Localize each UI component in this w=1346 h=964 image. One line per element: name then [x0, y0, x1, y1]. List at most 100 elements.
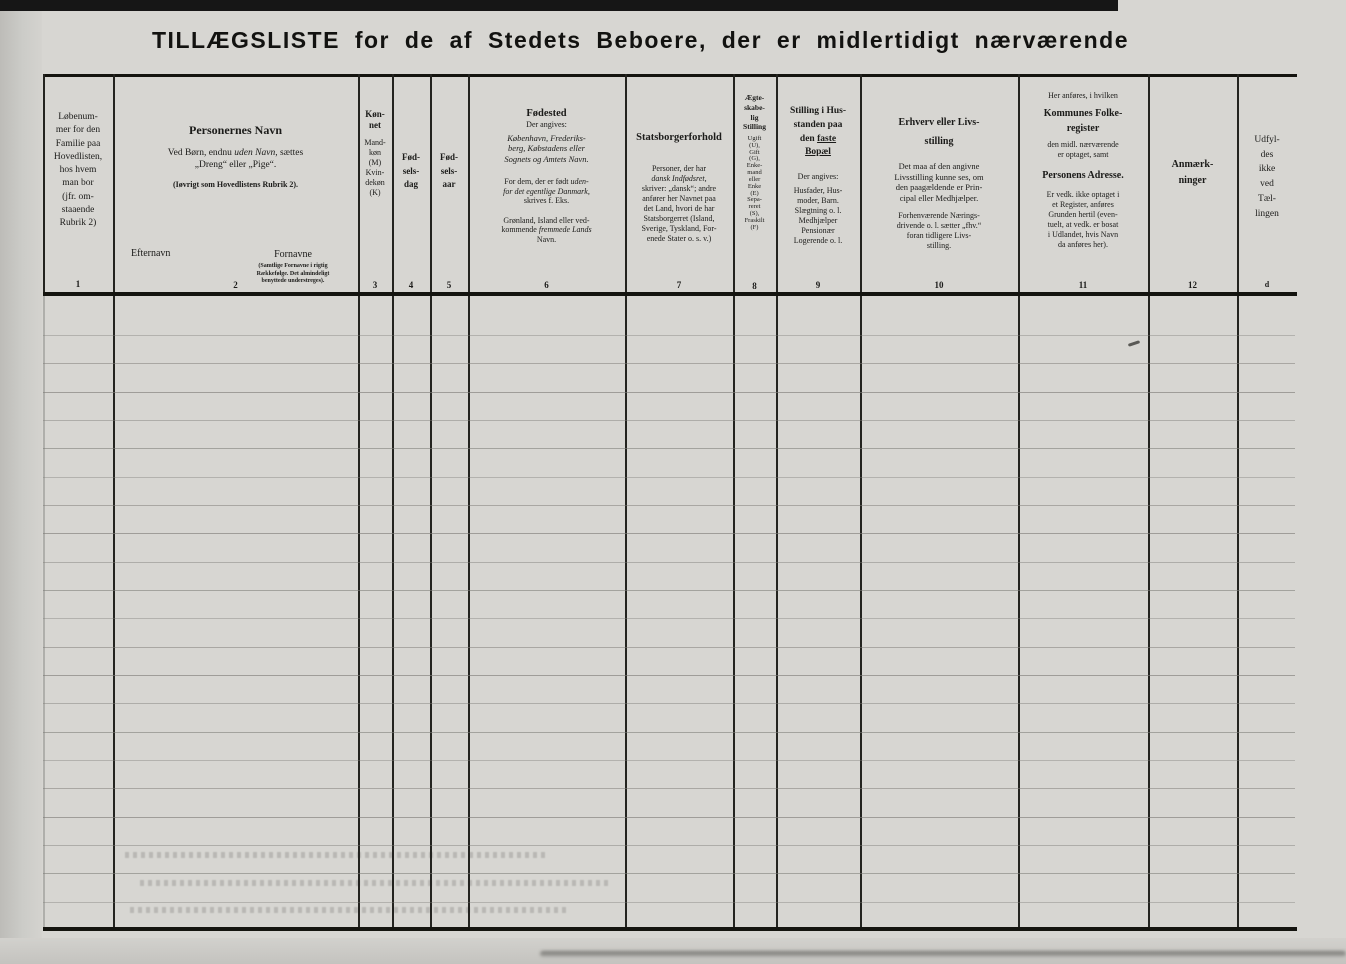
- page-left-edge-shadow: [0, 0, 42, 964]
- text-run-italic: dansk Indfødsret,: [651, 174, 707, 184]
- column-subtext: Der angives:: [797, 172, 839, 182]
- scan-top-black-band: [0, 0, 1118, 11]
- column-subtext: Ved Børn, endnu uden Navn, sættes: [115, 148, 356, 160]
- column-number: 10: [934, 279, 944, 290]
- text-run: Navn.: [536, 234, 557, 244]
- column-title: Kommunes Folke- register: [1043, 108, 1123, 134]
- column-header-erhverv-livsstilling: Erhverv eller Livs- stilling Det maa af …: [862, 75, 1016, 296]
- bleedthrough-artifact: [140, 880, 610, 886]
- table-row-line: [43, 335, 1295, 336]
- form-title: TILLÆGSLISTE for de af Stedets Beboere, …: [152, 27, 1129, 53]
- column-number: 3: [372, 279, 378, 290]
- column-title: Personernes Navn: [189, 123, 282, 137]
- column-paragraph: Forhenværende Nærings- drivende o. l. sæ…: [896, 210, 982, 250]
- column-divider: [1148, 74, 1150, 929]
- table-row-line: [43, 646, 1295, 648]
- text-run: skriver: „dansk“; andre anfører her Navn…: [641, 184, 717, 244]
- column-divider: [468, 74, 470, 929]
- bleedthrough-artifact: [130, 907, 570, 913]
- text-run-italic: fremmede Lands: [538, 225, 592, 235]
- column-title: Personens Adresse.: [1042, 170, 1124, 181]
- column-header-foedested: Fødested Der angives: København, Frederi…: [470, 75, 623, 296]
- text-run: Personer, der har: [651, 164, 707, 174]
- column-title-line: Bopæl: [778, 146, 858, 160]
- column-paragraph: Husfader, Hus- moder, Barn. Slægtning o.…: [793, 186, 843, 246]
- column-text: Udfyl- des ikke ved Tæl- lingen: [1254, 135, 1280, 219]
- column-subtext: „Dreng“ eller „Pige“.: [194, 159, 277, 170]
- table-row-line: [43, 731, 1295, 733]
- column-divider: [113, 74, 115, 929]
- column-title: Anmærk- ninger: [1171, 159, 1214, 186]
- column-header-udfyldes-ikke: Udfyl- des ikke ved Tæl- lingen d: [1239, 75, 1295, 296]
- table-left-border-header: [43, 74, 45, 296]
- fornavne-label-block: Fornavne (Samtlige Fornavne i rigtig Ræk…: [233, 243, 353, 286]
- column-header-kommunes-folkeregister: Her anføres, i hvilken Kommunes Folke- r…: [1020, 75, 1146, 296]
- column-divider: [392, 74, 394, 929]
- column-paragraph: Er vedk. ikke optaget i et Register, anf…: [1046, 189, 1120, 249]
- fornavne-note: (Samtlige Fornavne i rigtig Rækkefølge. …: [256, 263, 330, 284]
- text-run-italic: uden Navn: [234, 148, 276, 158]
- column-header-aegteskabelig-stilling: Ægte- skabe- lig Stilling Ugift (U), Gif…: [735, 75, 774, 296]
- column-title: Fød- sels- dag: [402, 152, 420, 189]
- text-run: Ved Børn, endnu: [167, 148, 235, 158]
- column-number: 6: [544, 279, 549, 290]
- column-divider: [1237, 74, 1239, 929]
- column-list: Ugift (U), Gift (G), Enke- mand eller En…: [744, 135, 765, 231]
- column-subtext: Der angives:: [526, 120, 567, 130]
- table-row-line: [43, 589, 1295, 591]
- column-header-stilling-i-husstanden: Stilling i Hus- standen paa den faste Bo…: [778, 75, 858, 296]
- text-run-underline: Bopæl: [805, 147, 831, 158]
- text-run: den: [799, 133, 818, 144]
- column-header-foedselsaar: Fød- sels- aar 5: [432, 75, 466, 296]
- table-row-line: [43, 674, 1295, 676]
- table-bottom-border: [43, 927, 1297, 931]
- column-header-personernes-navn: Personernes Navn Ved Børn, endnu uden Na…: [115, 75, 356, 296]
- table-row-line: [43, 788, 1295, 790]
- text-run: Grønland, Island eller ved- kommende: [501, 215, 590, 235]
- bleedthrough-artifact: [125, 852, 545, 858]
- fornavne-label: Fornavne: [274, 249, 312, 260]
- text-run: skrives f. Eks.: [523, 196, 570, 206]
- column-number: 5: [446, 279, 452, 290]
- column-title: Køn- net: [365, 109, 385, 131]
- column-paragraph: For dem, der er født uden- for det egent…: [470, 168, 623, 206]
- page-edge-smear: [540, 951, 1346, 957]
- table-row-line: [43, 561, 1295, 563]
- column-number: 4: [408, 279, 414, 290]
- table-row-line: [43, 476, 1295, 478]
- column-divider: [358, 74, 360, 929]
- column-number: 7: [676, 279, 682, 290]
- header-bottom-border: [43, 292, 1297, 296]
- table-row-line: [43, 901, 1295, 903]
- column-divider: [430, 74, 432, 929]
- table-row-line: [43, 533, 1295, 535]
- column-title-line: den faste: [778, 133, 858, 147]
- table-row-line: [43, 618, 1295, 620]
- column-title: Stilling i Hus- standen paa: [790, 106, 846, 130]
- text-run: For dem, der er født: [504, 177, 571, 187]
- column-number: 1: [75, 279, 81, 290]
- column-title: Erhverv eller Livs- stilling: [898, 117, 980, 147]
- text-run-underline: faste: [817, 133, 837, 144]
- column-text: Løbenum- mer for den Familie paa Hovedli…: [53, 112, 103, 229]
- name-sublabels: Efternavn Fornavne (Samtlige Fornavne i …: [115, 246, 356, 284]
- column-number: 8: [752, 280, 757, 291]
- column-title: Statsborgerforhold: [636, 132, 722, 143]
- column-subtext: den midl. nærværende er optaget, samt: [1047, 140, 1119, 159]
- pen-mark-artifact: [1127, 340, 1141, 347]
- column-divider: [625, 74, 627, 929]
- column-number: 2: [233, 279, 238, 290]
- column-paragraph: Grønland, Island eller ved- kommende fre…: [470, 206, 623, 244]
- table-row-line: [43, 504, 1295, 506]
- table-row-line: [43, 816, 1295, 818]
- table-left-border-body: [43, 296, 45, 929]
- table-row-line: [43, 363, 1295, 365]
- table-row-line: [43, 759, 1295, 761]
- column-title: Ægte- skabe- lig Stilling: [743, 93, 766, 132]
- column-note: (Iøvrigt som Hovedlistens Rubrik 2).: [172, 179, 299, 189]
- column-header-loebenummer: Løbenum- mer for den Familie paa Hovedli…: [45, 75, 111, 296]
- table-row-line: [43, 448, 1295, 450]
- text-run: , sættes: [275, 148, 304, 158]
- table-row-line: [43, 844, 1295, 846]
